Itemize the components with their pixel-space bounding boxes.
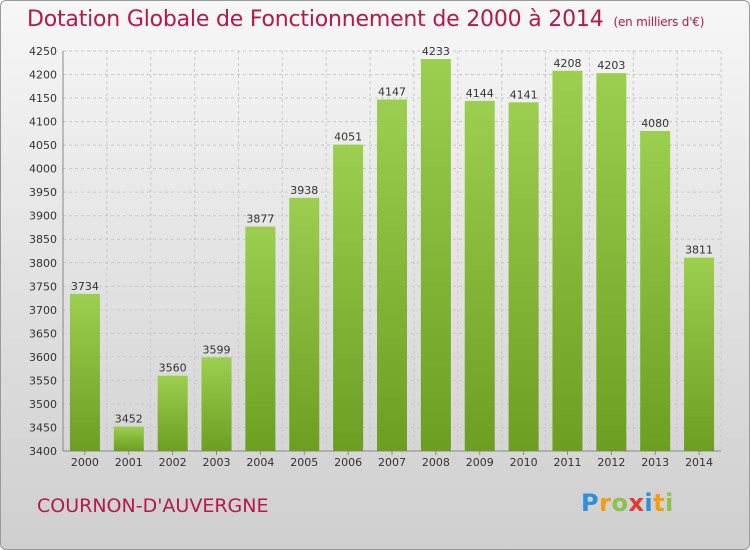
value-label-2009: 4144 [466, 87, 494, 100]
bar-2014 [684, 257, 715, 451]
value-label-2000: 3734 [71, 280, 99, 293]
unit-label: (en milliers d'€) [613, 15, 705, 29]
y-tick-label: 3800 [29, 257, 57, 270]
x-tick-label-2008: 2008 [422, 456, 450, 469]
y-tick-label: 3850 [29, 233, 57, 246]
y-tick-label: 3600 [29, 351, 57, 364]
bar-2012 [596, 73, 627, 451]
bar-2013 [640, 131, 671, 451]
bar-2006 [333, 144, 364, 451]
y-tick-label: 3550 [29, 374, 57, 387]
y-tick-label: 3650 [29, 327, 57, 340]
value-label-2011: 4208 [553, 57, 581, 70]
bar-2008 [420, 59, 451, 451]
city-name: COURNON-D'AUVERGNE [37, 495, 269, 517]
bar-2004 [245, 226, 276, 451]
y-tick-label: 3450 [29, 421, 57, 434]
value-label-2005: 3938 [290, 184, 318, 197]
x-tick-label-2002: 2002 [159, 456, 187, 469]
y-tick-label: 3950 [29, 186, 57, 199]
value-label-2004: 3877 [246, 213, 274, 226]
bar-2005 [289, 197, 320, 451]
bar-2000 [69, 293, 100, 451]
proxiti-logo: Proxiti [581, 489, 674, 517]
x-tick-label-2004: 2004 [246, 456, 274, 469]
y-tick-label: 3400 [29, 445, 57, 458]
value-label-2008: 4233 [422, 45, 450, 58]
x-tick-label-2014: 2014 [685, 456, 713, 469]
y-tick-label: 4000 [29, 163, 57, 176]
y-tick-label: 3750 [29, 280, 57, 293]
x-tick-label-2003: 2003 [203, 456, 231, 469]
value-label-2003: 3599 [203, 343, 231, 356]
bar-2011 [552, 70, 583, 451]
x-tick-label-2007: 2007 [378, 456, 406, 469]
axes: 3400 3450 3500 3550 3600 3650 3700 3750 3800 3850… [29, 45, 721, 469]
y-tick-label: 4200 [29, 69, 57, 82]
y-tick-label: 3900 [29, 210, 57, 223]
y-tick-label: 4250 [29, 45, 57, 58]
bar-2010 [508, 102, 539, 451]
y-tick-label: 4100 [29, 116, 57, 129]
x-tick-label-2000: 2000 [71, 456, 99, 469]
data-labels: 3734 3452 3560 3599 3877 3938 4051 4147 4233 4144… [71, 45, 713, 426]
chart-title: Dotation Globale de Fonctionnement de 20… [27, 7, 704, 32]
x-tick-label-2005: 2005 [290, 456, 318, 469]
y-tick-label: 3500 [29, 398, 57, 411]
value-label-2006: 4051 [334, 131, 362, 144]
value-label-2012: 4203 [597, 59, 625, 72]
value-label-2010: 4141 [510, 88, 538, 101]
y-tick-label: 4150 [29, 92, 57, 105]
y-tick-label: 3700 [29, 304, 57, 317]
x-tick-label-2012: 2012 [597, 456, 625, 469]
bar-2007 [377, 99, 407, 452]
bars [69, 59, 715, 452]
value-label-2014: 3811 [685, 244, 713, 257]
x-tick-label-2009: 2009 [466, 456, 494, 469]
x-tick-label-2006: 2006 [334, 456, 362, 469]
value-label-2007: 4147 [378, 85, 406, 98]
value-label-2001: 3452 [115, 413, 143, 426]
x-tick-label-2011: 2011 [553, 456, 581, 469]
value-label-2013: 4080 [641, 117, 669, 130]
x-tick-label-2013: 2013 [641, 456, 669, 469]
bar-2009 [464, 100, 495, 451]
value-label-2002: 3560 [159, 362, 187, 375]
bar-2001 [113, 426, 144, 451]
bar-2002 [157, 375, 188, 451]
x-tick-label-2010: 2010 [510, 456, 538, 469]
y-tick-label: 4050 [29, 139, 57, 152]
bar-2003 [201, 357, 232, 451]
chart-title-text: Dotation Globale de Fonctionnement de 20… [27, 7, 604, 32]
x-tick-label-2001: 2001 [115, 456, 143, 469]
